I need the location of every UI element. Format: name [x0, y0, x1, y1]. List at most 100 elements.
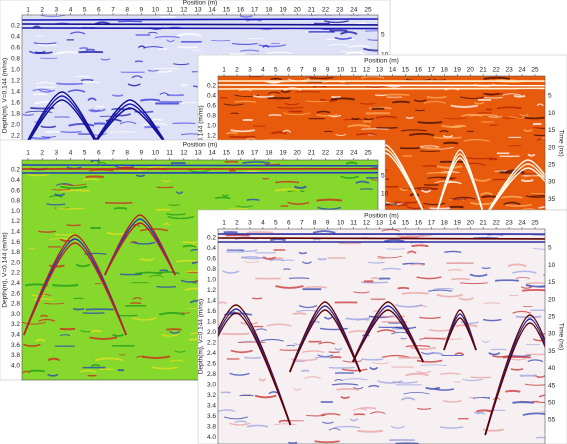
reflection-texture — [410, 346, 437, 351]
reflection-texture — [26, 173, 50, 177]
reflection-texture — [240, 49, 260, 52]
x-tick-label: 19 — [454, 67, 462, 74]
hyperbola-reflection — [352, 301, 424, 363]
y-tick-label: 1.6 — [207, 308, 216, 315]
reflection-texture — [370, 277, 379, 280]
reflection-texture — [367, 261, 385, 264]
reflection-texture — [176, 33, 202, 37]
x-tick-label: 8 — [313, 67, 317, 74]
surface-reflection — [22, 23, 378, 26]
hyperbola-reflection — [352, 305, 424, 363]
reflection-texture — [61, 183, 87, 187]
reflection-texture — [318, 341, 336, 345]
reflection-texture — [47, 373, 59, 377]
y-tick-label: 2.2 — [11, 270, 20, 277]
reflection-texture — [301, 369, 310, 373]
y-tick-label: 1.8 — [207, 319, 216, 326]
reflection-texture — [541, 411, 545, 413]
reflection-texture — [442, 134, 454, 139]
reflection-texture — [364, 85, 385, 88]
reflection-texture — [242, 161, 271, 164]
reflection-texture — [54, 233, 76, 236]
x-tick-label: 13 — [194, 7, 202, 14]
reflection-texture — [223, 416, 248, 420]
reflection-texture — [49, 194, 63, 198]
reflection-texture — [413, 99, 427, 103]
reflection-texture — [266, 96, 291, 100]
x-tick-label: 16 — [415, 220, 423, 227]
y2-tick-label: 15 — [548, 127, 556, 134]
reflection-texture — [469, 273, 488, 277]
x-axis-title: Position (m) — [183, 142, 218, 149]
reflection-texture — [356, 132, 378, 136]
reflection-texture — [169, 330, 181, 334]
x-tick-label: 12 — [363, 220, 371, 227]
y-tick-label: 2.4 — [207, 350, 216, 357]
reflection-texture — [476, 409, 492, 413]
reflection-texture — [74, 75, 91, 78]
reflection-texture — [316, 110, 331, 114]
reflection-texture — [230, 349, 253, 354]
y-tick-label: 0.4 — [11, 34, 20, 41]
y-tick-label: 3.2 — [11, 321, 20, 328]
reflection-texture — [488, 157, 498, 161]
reflection-texture — [112, 333, 125, 337]
x-tick-label: 10 — [337, 220, 345, 227]
reflection-texture — [47, 357, 61, 362]
hyperbola-reflection — [23, 242, 127, 336]
x-tick-label: 3 — [248, 67, 252, 74]
reflection-texture — [234, 100, 256, 103]
x-tick-label: 21 — [308, 150, 316, 157]
reflection-texture — [140, 228, 169, 232]
reflection-texture — [112, 94, 124, 97]
x-tick-label: 4 — [261, 67, 265, 74]
y-tick-label: 3.0 — [207, 382, 216, 389]
reflection-texture — [169, 359, 184, 363]
x-tick-label: 6 — [287, 220, 291, 227]
reflection-texture — [419, 316, 441, 319]
reflection-texture — [355, 180, 370, 184]
x-tick-label: 4 — [69, 150, 73, 157]
y2-tick-label: 55 — [548, 417, 556, 424]
reflection-texture — [353, 291, 370, 294]
reflection-texture — [43, 302, 65, 305]
reflection-texture — [363, 47, 378, 52]
x-tick-label: 25 — [531, 220, 539, 227]
y-tick-label: 1.0 — [207, 277, 216, 284]
reflection-texture — [541, 137, 545, 139]
reflection-texture — [492, 355, 509, 358]
reflection-texture — [427, 171, 452, 175]
reflection-texture — [360, 76, 385, 79]
reflection-texture — [38, 318, 56, 322]
reflection-texture — [166, 213, 186, 216]
reflection-texture — [52, 284, 79, 287]
reflection-texture — [132, 297, 143, 300]
reflection-texture — [246, 198, 260, 201]
y-tick-label: 0.8 — [11, 198, 20, 205]
reflection-texture — [22, 321, 46, 325]
reflection-texture — [282, 259, 295, 262]
surface-reflection — [22, 18, 378, 21]
x-tick-label: 12 — [180, 7, 188, 14]
reflection-texture — [322, 421, 334, 424]
x-tick-label: 23 — [505, 220, 513, 227]
reflection-texture — [345, 317, 371, 321]
reflection-texture — [336, 387, 360, 391]
reflection-texture — [234, 94, 260, 98]
reflection-texture — [416, 370, 432, 374]
reflection-texture — [231, 42, 258, 45]
reflection-texture — [298, 251, 308, 255]
reflection-texture — [419, 145, 439, 148]
reflection-texture — [384, 93, 410, 96]
reflection-texture — [417, 407, 432, 410]
reflection-texture — [330, 356, 342, 359]
reflection-texture — [406, 206, 425, 210]
y2-tick-label: 10 — [548, 262, 556, 269]
reflection-texture — [530, 195, 545, 197]
reflection-texture — [372, 362, 389, 365]
reflection-texture — [94, 357, 124, 362]
x-tick-label: 5 — [274, 67, 278, 74]
reflection-texture — [155, 271, 180, 275]
reflection-texture — [69, 31, 86, 35]
